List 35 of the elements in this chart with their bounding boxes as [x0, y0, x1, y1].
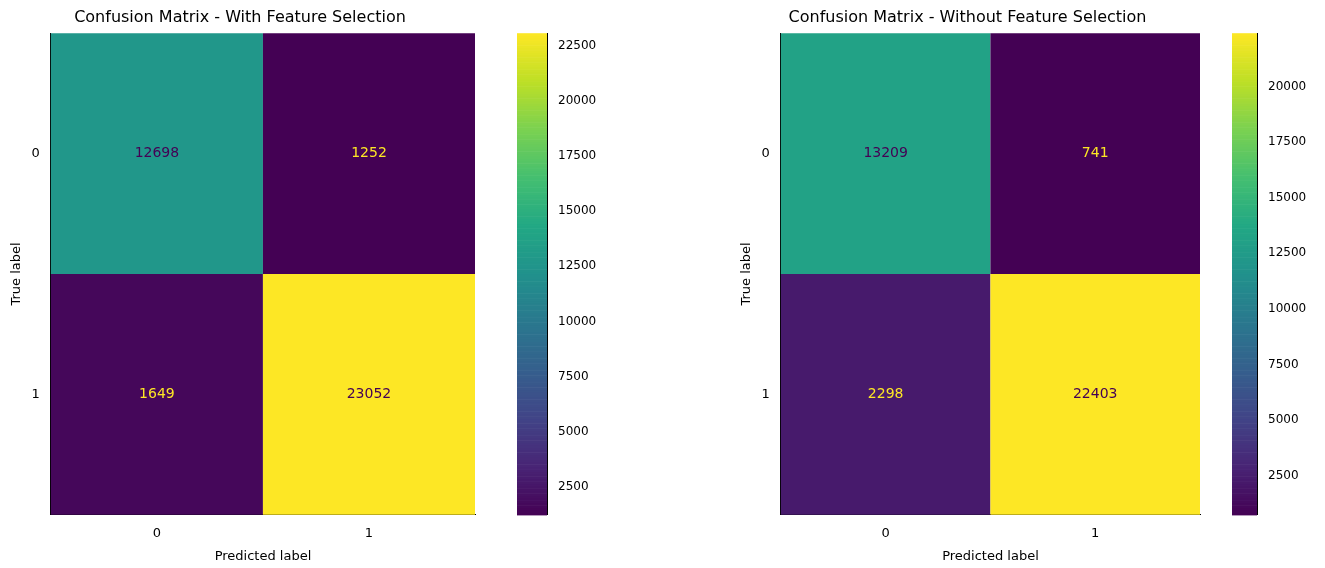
data-label: 12698 [134, 144, 180, 161]
x-tick-label: 1 [364, 524, 374, 540]
color-bar-label: 5000 [1268, 412, 1299, 427]
chart-title: Confusion Matrix - With Feature Selection [74, 6, 406, 26]
x-tick-label: 0 [152, 524, 162, 540]
x-tick-label: 0 [881, 524, 890, 540]
color-bar-label: 7500 [558, 368, 589, 383]
color-bar-label: 2500 [1268, 467, 1299, 482]
y-axis-title: True label [738, 242, 754, 307]
color-bar-label: 17500 [558, 147, 597, 162]
x-axis-title: Predicted label [214, 547, 312, 563]
data-label: 1252 [351, 144, 387, 161]
data-label: 13209 [863, 144, 908, 161]
data-label: 1649 [139, 385, 175, 402]
x-tick-label: 1 [1091, 524, 1100, 540]
data-label: 2298 [867, 385, 904, 402]
color-bar-label: 10000 [1268, 301, 1307, 316]
y-axis-title: True label [8, 242, 24, 307]
data-label: 22403 [1072, 385, 1118, 402]
color-bar-label: 5000 [558, 424, 589, 439]
color-bar-label: 10000 [558, 313, 597, 328]
x-axis-title: Predicted label [942, 547, 1039, 563]
color-bar-label: 15000 [558, 203, 597, 218]
color-bar-label: 15000 [1268, 189, 1307, 204]
color-bar-label: 20000 [1268, 78, 1307, 93]
data-label: 741 [1081, 144, 1109, 161]
color-bar-label: 12500 [1268, 245, 1307, 260]
color-bar-label: 7500 [1268, 356, 1299, 371]
color-bar-label: 20000 [558, 92, 597, 107]
color-bar-label: 22500 [558, 37, 597, 52]
color-bar-label: 17500 [1268, 134, 1307, 149]
chart-title: Confusion Matrix - Without Feature Selection [788, 6, 1147, 26]
color-bar-label: 12500 [558, 258, 597, 273]
data-label: 23052 [346, 385, 392, 402]
color-bar-label: 2500 [558, 479, 589, 494]
